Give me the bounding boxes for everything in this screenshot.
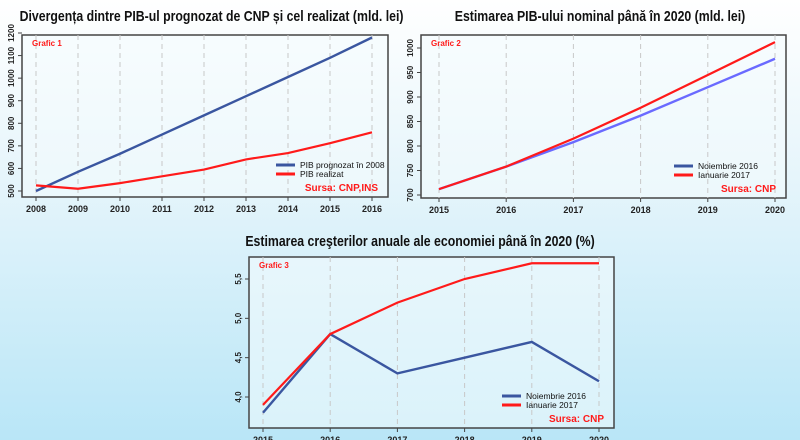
chart2-xtick-label: 2017 bbox=[563, 205, 583, 215]
chart2-xtick-label: 2019 bbox=[698, 205, 718, 215]
chart3-title: Estimarea creşterilor anuale ale economi… bbox=[245, 233, 595, 250]
chart2-legend-label: Noiembrie 2016 bbox=[698, 161, 758, 171]
chart3-xtick-label: 2017 bbox=[387, 435, 407, 440]
chart3-xtick-label: 2018 bbox=[455, 435, 475, 440]
chart2-ytick-label: 950 bbox=[406, 65, 415, 79]
chart3-legend-label: Ianuarie 2017 bbox=[526, 400, 578, 410]
chart2-xtick-label: 2018 bbox=[631, 205, 651, 215]
chart2-title: Estimarea PIB-ului nominal până în 2020 … bbox=[454, 8, 746, 25]
chart3-xtick-label: 2019 bbox=[522, 435, 542, 440]
chart2-xtick-label: 2015 bbox=[429, 205, 449, 215]
chart1-ytick-label: 1100 bbox=[7, 46, 16, 64]
chart1-ytick-label: 800 bbox=[7, 116, 16, 130]
chart3-xtick-label: 2016 bbox=[320, 435, 340, 440]
chart3-plot-area bbox=[248, 256, 615, 429]
chart3-ytick-label: 4,5 bbox=[234, 352, 243, 364]
chart2-ytick-label: 700 bbox=[406, 188, 415, 202]
chart1-source: Sursa: CNP,INS bbox=[305, 183, 379, 194]
chart2-xtick-label: 2016 bbox=[496, 205, 516, 215]
chart2-ytick-label: 900 bbox=[406, 90, 415, 104]
chart3-ytick-label: 5,5 bbox=[234, 273, 243, 285]
chart2-label: Grafic 2 bbox=[431, 39, 461, 48]
chart1-xtick-label: 2016 bbox=[362, 204, 382, 214]
chart2-source: Sursa: CNP bbox=[721, 184, 776, 195]
chart1-legend-label: PIB realizat bbox=[300, 169, 344, 179]
chart1-ytick-label: 900 bbox=[7, 93, 16, 107]
chart3-ytick-label: 5,0 bbox=[234, 312, 243, 324]
chart1-xtick-label: 2009 bbox=[68, 204, 88, 214]
chart1-xtick-label: 2013 bbox=[236, 204, 256, 214]
chart1-ytick-label: 700 bbox=[7, 139, 16, 153]
chart1-xtick-label: 2015 bbox=[320, 204, 340, 214]
chart1-ytick-label: 1200 bbox=[7, 24, 16, 42]
chart2-plot-area bbox=[420, 34, 787, 199]
chart1-title: Divergența dintre PIB-ul prognozat de CN… bbox=[19, 8, 404, 25]
chart1-label: Grafic 1 bbox=[32, 39, 62, 48]
chart3-series-line-2 bbox=[262, 262, 599, 406]
chart3-ytick-label: 4,0 bbox=[234, 391, 243, 403]
chart1-ytick-label: 500 bbox=[7, 184, 16, 198]
chart1-legend-label: PIB prognozat în 2008 bbox=[300, 160, 385, 170]
chart1-xtick-label: 2014 bbox=[278, 204, 298, 214]
chart1-xtick-label: 2012 bbox=[194, 204, 214, 214]
chart2-ytick-label: 1000 bbox=[406, 39, 415, 57]
chart3-label: Grafic 3 bbox=[259, 261, 289, 270]
chart1-ytick-label: 1000 bbox=[7, 69, 16, 87]
chart2-ytick-label: 800 bbox=[406, 139, 415, 153]
chart2-ytick-label: 850 bbox=[406, 114, 415, 128]
chart2-xtick-label: 2020 bbox=[765, 205, 785, 215]
chart3-xtick-label: 2020 bbox=[589, 435, 609, 440]
chart3-xtick-label: 2015 bbox=[253, 435, 273, 440]
chart3-legend-label: Noiembrie 2016 bbox=[526, 391, 586, 401]
chart1-xtick-label: 2010 bbox=[110, 204, 130, 214]
chart1-xtick-label: 2011 bbox=[152, 204, 172, 214]
chart1-ytick-label: 600 bbox=[7, 161, 16, 175]
chart1-xtick-label: 2008 bbox=[26, 204, 46, 214]
chart2-ytick-label: 750 bbox=[406, 163, 415, 177]
chart3-source: Sursa: CNP bbox=[549, 414, 604, 425]
chart2-legend-label: Ianuarie 2017 bbox=[698, 170, 750, 180]
chart2-series-line-2 bbox=[438, 41, 776, 191]
